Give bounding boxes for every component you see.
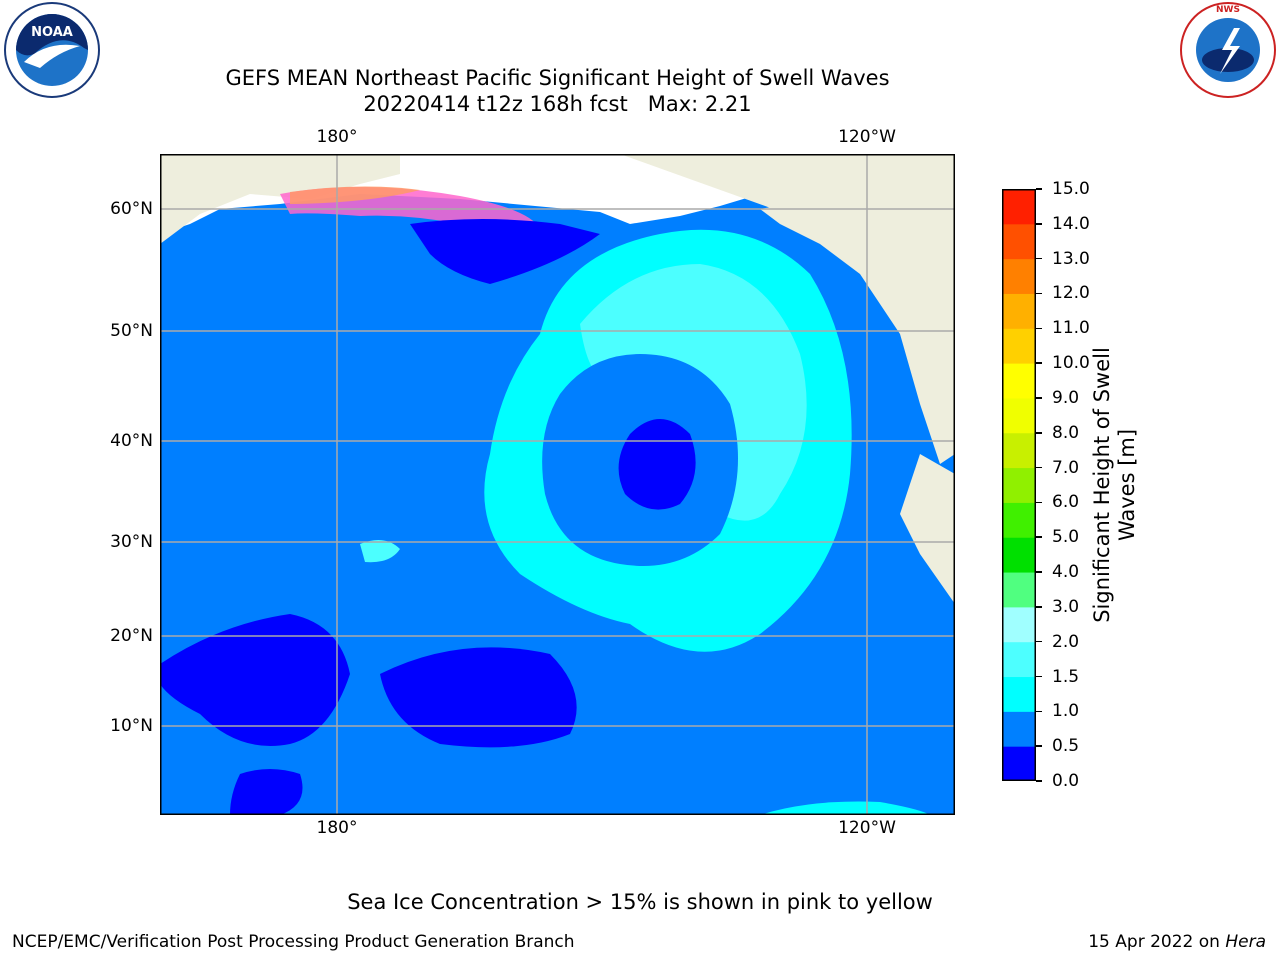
colorbar-tick-label: 4.0 [1052,562,1080,583]
colorbar-tick-label: 0.0 [1052,771,1080,791]
lon-label-bottom-120w: 120°W [838,818,896,838]
colorbar-tick-label: 7.0 [1052,457,1080,478]
colorbar-segment [1002,467,1036,503]
colorbar-tick-mark [1036,397,1042,399]
low-swell-central [380,647,577,748]
footer-date: 15 Apr 2022 on Hera [1088,932,1266,952]
colorbar-tick-mark [1036,640,1042,643]
colorbar-tick-mark [1036,606,1042,608]
low-swell-bering [410,219,600,284]
colorbar-segment [1002,258,1036,294]
colorbar-tick-mark [1036,466,1042,469]
colorbar-tick-mark [1036,710,1042,713]
colorbar-tick-mark [1036,327,1042,330]
colorbar-frame [1002,189,1036,781]
colorbar-segment [1002,606,1036,643]
lon-label-top-120w: 120°W [838,127,896,147]
colorbar-title: Significant Height of Swell Waves [m] [1090,347,1140,623]
colorbar-segment [1002,432,1036,469]
colorbar-segment [1002,502,1036,538]
colorbar-tick-mark [1036,501,1042,504]
colorbar-segment [1002,676,1036,712]
colorbar-tick-label: 0.5 [1052,736,1080,757]
colorbar-segment [1002,363,1036,399]
colorbar-tick-mark [1036,432,1042,434]
colorbar-tick-mark [1036,362,1042,364]
colorbar-segment [1002,746,1036,781]
colorbar-segment [1002,537,1036,573]
colorbar-tick-mark [1036,292,1042,295]
colorbar [1002,189,1036,781]
colorbar-tick-mark [1036,780,1042,782]
colorbar-tick-label: 11.0 [1052,318,1090,339]
map-subtitle: 20220414 t12z 168h fcst Max: 2.21 [363,92,752,116]
sea-ice-orange [290,186,420,204]
colorbar-title-line1: Significant Height of Swell [1090,347,1114,623]
colorbar-tick-mark [1036,675,1042,678]
footer-host: Hera [1225,932,1266,952]
land-baja [900,454,955,604]
lat-label-20n: 20°N [110,626,153,646]
colorbar-tick-label: 13.0 [1052,248,1090,269]
footer-credit: NCEP/EMC/Verification Post Processing Pr… [12,932,575,952]
colorbar-tick-label: 15.0 [1052,179,1090,199]
colorbar-tick-label: 10.0 [1052,353,1090,374]
colorbar-tick-label: 14.0 [1052,213,1090,234]
colorbar-tick-label: 9.0 [1052,387,1080,408]
colorbar-tick-label: 2.0 [1052,631,1080,652]
swell-south-edge [760,801,930,815]
svg-text:NWS: NWS [1216,5,1240,15]
colorbar-tick-mark [1036,571,1042,573]
colorbar-tick-mark [1036,257,1042,260]
swell-patch-west [360,540,400,563]
lat-label-30n: 30°N [110,532,153,552]
colorbar-segment [1002,711,1036,747]
colorbar-title-line2: Waves [m] [1115,428,1139,542]
map-gridlines [160,154,955,815]
colorbar-tick-mark [1036,223,1042,225]
footer-date-text: 15 Apr 2022 on [1088,932,1226,952]
lat-label-50n: 50°N [110,321,153,341]
colorbar-segment [1002,293,1036,329]
lon-label-bottom-180: 180° [316,818,358,838]
lat-label-10n: 10°N [110,716,153,736]
colorbar-tick-label: 3.0 [1052,596,1080,617]
lat-label-60n: 60°N [110,199,153,219]
colorbar-tick-mark [1036,745,1042,747]
low-swell-southwest [230,769,303,815]
colorbar-segment [1002,189,1036,225]
colorbar-segment [1002,328,1036,364]
colorbar-segment [1002,572,1036,608]
colorbar-tick-label: 5.0 [1052,527,1080,548]
nws-logo: NWS [1178,0,1278,100]
colorbar-tick-mark [1036,536,1042,538]
lat-label-40n: 40°N [110,431,153,451]
colorbar-tick-mark [1036,188,1042,190]
colorbar-tick-label: 6.0 [1052,492,1080,513]
land-north-america [620,154,955,464]
swell-height-map [160,154,955,815]
land-siberia [160,154,400,244]
colorbar-segment [1002,223,1036,260]
colorbar-segment [1002,397,1036,434]
lon-label-top-180: 180° [316,127,358,147]
noaa-logo: NOAA [0,0,104,100]
colorbar-tick-label: 12.0 [1052,283,1090,304]
colorbar-tick-label: 8.0 [1052,422,1080,443]
noaa-logo-text: NOAA [31,25,73,40]
map-title: GEFS MEAN Northeast Pacific Significant … [225,66,890,90]
sea-ice-note: Sea Ice Concentration > 15% is shown in … [347,890,933,914]
colorbar-segment [1002,641,1036,678]
colorbar-tick-label: 1.5 [1052,666,1080,687]
colorbar-tick-label: 1.0 [1052,701,1080,722]
map-frame [160,154,955,815]
low-swell-west [160,614,350,746]
